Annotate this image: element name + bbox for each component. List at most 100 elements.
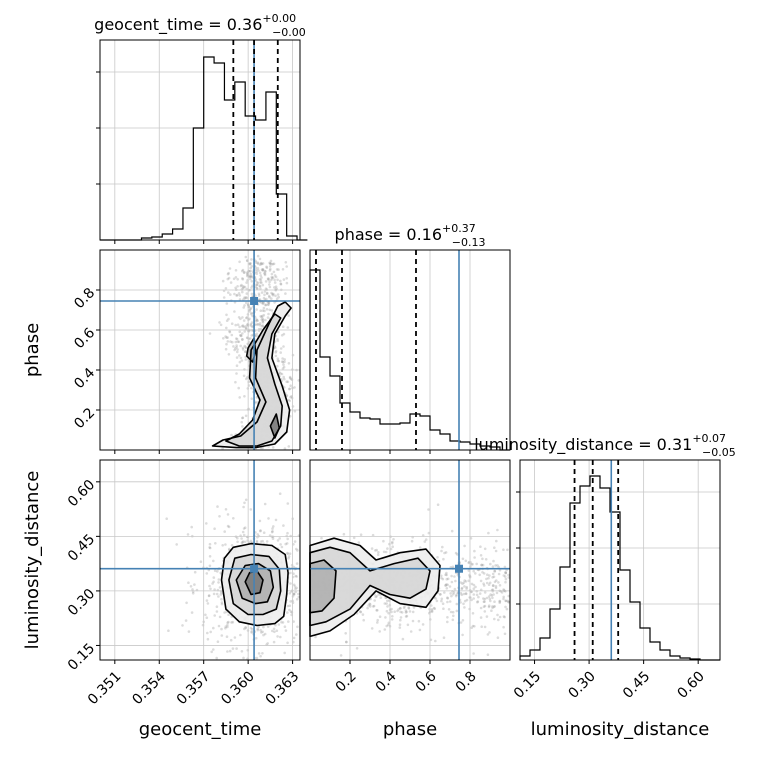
scatter-point (275, 297, 279, 301)
scatter-point (261, 262, 265, 265)
scatter-point (256, 267, 260, 270)
scatter-point (237, 340, 241, 344)
scatter-point (265, 291, 269, 295)
contour-line-geocent_time-luminosity_distance (235, 562, 275, 605)
scatter-point (342, 532, 346, 536)
scatter-point (219, 593, 223, 596)
scatter-point (204, 613, 207, 617)
scatter-point (403, 605, 406, 608)
scatter-point (242, 319, 246, 322)
scatter-point (295, 547, 298, 551)
scatter-point (268, 261, 271, 265)
scatter-point (225, 635, 229, 638)
scatter-point (280, 372, 284, 376)
scatter-point (367, 604, 370, 607)
hist-title-main: geocent_time = 0.36 (94, 15, 262, 35)
scatter-point (377, 551, 380, 554)
scatter-point (256, 282, 260, 285)
scatter-point (210, 650, 213, 654)
scatter-point (242, 271, 246, 275)
hist-title-sup: +0.37 (442, 222, 476, 235)
scatter-point (255, 283, 259, 287)
scatter-point (502, 574, 506, 577)
scatter-point (398, 623, 402, 626)
scatter-point (263, 273, 267, 277)
scatter-point (487, 583, 491, 586)
scatter-point (260, 318, 264, 321)
scatter-point (242, 527, 246, 530)
scatter-point (297, 592, 300, 596)
scatter-point (240, 283, 243, 287)
scatter-point (263, 502, 267, 506)
scatter-point (424, 538, 428, 541)
scatter-point (444, 551, 448, 554)
scatter-point (464, 559, 468, 563)
scatter-point (504, 580, 507, 584)
scatter-point (255, 283, 258, 287)
scatter-point (205, 572, 209, 575)
scatter-point (249, 307, 253, 310)
scatter-point (281, 268, 285, 271)
scatter-point (234, 269, 238, 272)
scatter-point (214, 542, 217, 545)
scatter-point (279, 351, 283, 354)
scatter-point (239, 334, 242, 337)
scatter-point (279, 279, 282, 283)
scatter-point (276, 364, 279, 368)
scatter-point (226, 650, 229, 653)
scatter-point (244, 301, 248, 305)
scatter-point (261, 318, 265, 322)
scatter-point (221, 279, 225, 283)
scatter-point (262, 296, 266, 300)
scatter-point (503, 565, 507, 569)
scatter-point (259, 274, 263, 277)
scatter-point (494, 549, 498, 553)
scatter-point (459, 601, 462, 604)
scatter-point (445, 571, 448, 575)
scatter-point (491, 606, 494, 610)
scatter-point (418, 546, 422, 549)
scatter-point (459, 591, 463, 595)
scatter-point (262, 301, 265, 305)
xaxis-label-phase: phase (383, 719, 437, 740)
scatter-point (218, 615, 222, 619)
scatter-point (260, 262, 264, 266)
scatter-point (227, 353, 231, 356)
scatter-point (256, 254, 260, 258)
scatter-point (289, 600, 292, 603)
scatter-point (264, 318, 267, 322)
scatter-point (230, 322, 234, 326)
scatter-point (266, 277, 270, 281)
scatter-point (461, 633, 464, 637)
scatter-point (211, 582, 214, 585)
scatter-point (275, 268, 279, 271)
scatter-point (257, 294, 261, 297)
scatter-point (405, 614, 409, 618)
scatter-point (285, 542, 289, 545)
scatter-point (472, 597, 476, 600)
scatter-point (441, 545, 444, 549)
scatter-point (446, 600, 449, 604)
scatter-point (502, 588, 505, 591)
scatter-point (215, 610, 219, 613)
scatter-point (384, 550, 388, 554)
scatter-point (498, 601, 502, 604)
scatter-point (446, 620, 449, 624)
scatter-point (491, 605, 494, 608)
scatter-point (272, 525, 275, 528)
scatter-point (404, 615, 408, 618)
scatter-point (441, 577, 445, 581)
scatter-point (469, 590, 473, 594)
scatter-point (250, 312, 253, 316)
scatter-point (259, 529, 262, 532)
scatter-point (502, 597, 505, 601)
scatter-point (497, 565, 501, 569)
scatter-point (287, 555, 291, 558)
scatter-point (234, 276, 238, 279)
scatter-point (487, 576, 490, 580)
scatter-point (234, 286, 237, 290)
scatter-point (226, 340, 230, 343)
scatter-point (229, 340, 232, 343)
scatter-point (280, 360, 284, 363)
scatter-point (217, 624, 221, 628)
